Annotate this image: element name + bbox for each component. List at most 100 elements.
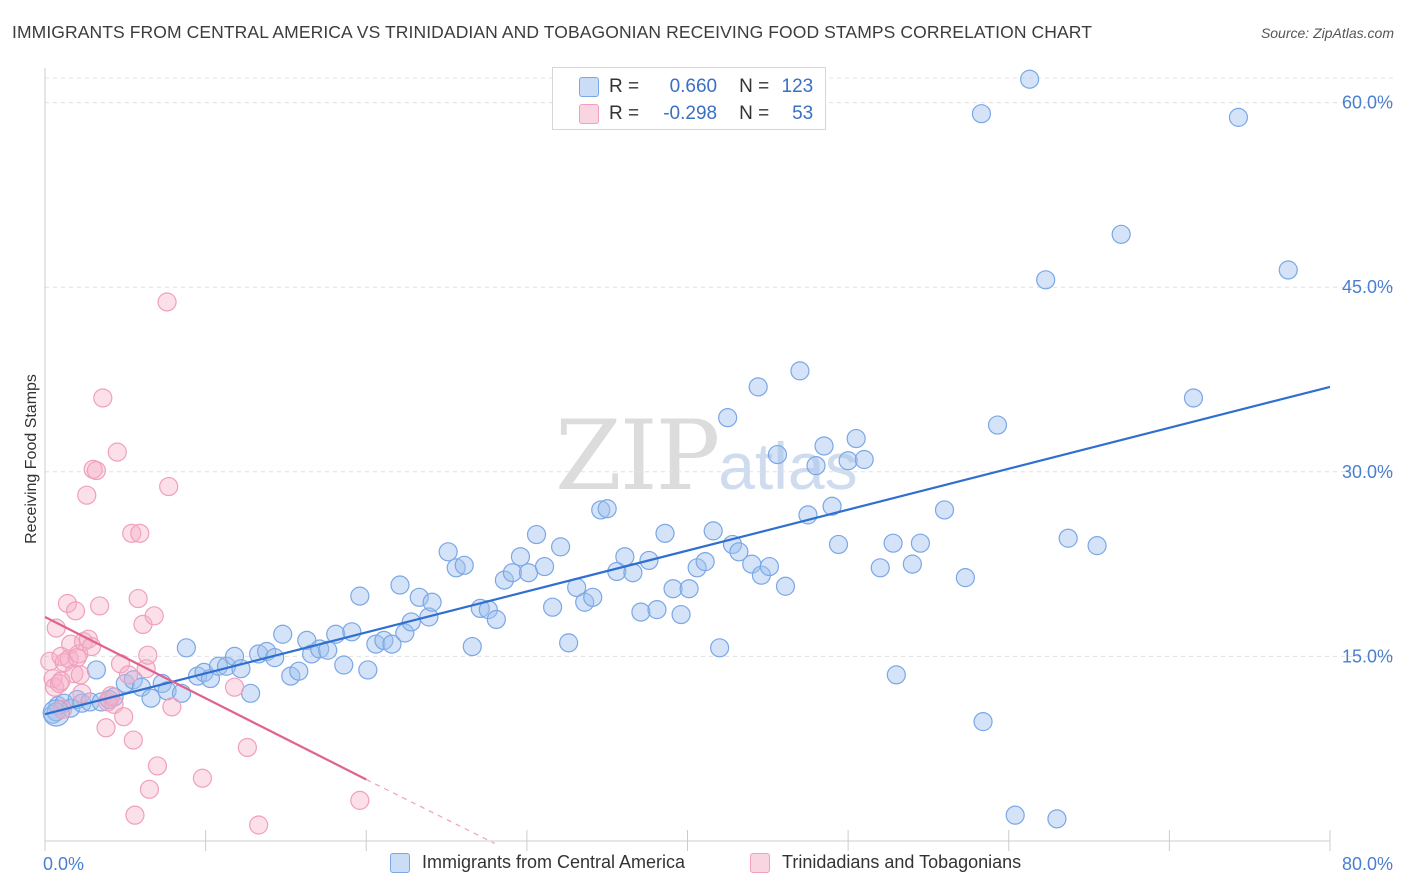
point-central-america — [767, 444, 788, 465]
chart-title: IMMIGRANTS FROM CENTRAL AMERICA VS TRINI… — [12, 22, 1093, 42]
correlation-legend: R = 0.660 N = 123 R = -0.298 N = 53 — [552, 67, 826, 130]
legend-swatch-blue — [579, 77, 599, 97]
watermark-zip: ZIP — [555, 400, 720, 512]
y-axis-label: Receiving Food Stamps — [23, 374, 40, 544]
point-central-america — [1087, 536, 1107, 556]
point-trinidadian — [51, 671, 71, 691]
y-tick-label: 45.0% — [1342, 277, 1393, 297]
point-central-america — [647, 600, 667, 620]
legend-n-label: N = — [739, 103, 770, 124]
trend-lines — [44, 385, 1331, 844]
y-tick-label: 15.0% — [1342, 646, 1393, 666]
point-central-america — [973, 712, 993, 732]
point-central-america — [655, 523, 675, 543]
point-central-america — [934, 500, 955, 520]
point-central-america — [883, 533, 903, 553]
point-central-america — [510, 547, 531, 567]
point-central-america — [141, 688, 161, 708]
point-central-america — [718, 408, 738, 428]
point-central-america — [838, 451, 858, 471]
point-central-america — [583, 587, 603, 607]
point-trinidadian — [138, 645, 158, 665]
point-central-america — [559, 633, 579, 653]
point-central-america — [273, 624, 293, 644]
point-trinidadian — [224, 677, 245, 697]
point-trinidadian — [107, 442, 127, 462]
legend-n-label: N = — [739, 76, 770, 97]
point-trinidadian — [144, 606, 164, 626]
series-trinidadian — [40, 292, 370, 835]
point-central-america — [775, 576, 796, 596]
point-trinidadian — [128, 588, 148, 609]
point-central-america — [241, 683, 261, 703]
point-central-america — [551, 537, 571, 557]
legend-swatch-pink — [750, 852, 770, 873]
legend-swatch-blue — [390, 852, 410, 873]
legend-r-label: R = — [609, 103, 640, 124]
point-central-america — [542, 597, 563, 617]
point-trinidadian — [118, 665, 139, 685]
point-central-america — [591, 500, 611, 520]
point-central-america — [828, 534, 849, 555]
point-central-america — [502, 563, 523, 583]
point-trinidadian — [123, 730, 143, 750]
watermark: ZIPatlas — [555, 400, 858, 512]
point-central-america — [846, 428, 866, 449]
legend-r-label: R = — [609, 76, 640, 97]
legend-r-value: -0.298 — [663, 103, 718, 124]
legend-row-central-america: R = 0.660 N = 123 — [579, 75, 813, 99]
legend-label: Immigrants from Central America — [422, 852, 686, 872]
point-central-america — [409, 587, 429, 607]
point-central-america — [748, 377, 768, 397]
point-central-america — [486, 609, 506, 630]
legend-n-value: 123 — [781, 76, 814, 97]
trendline-central-america — [44, 385, 1331, 716]
point-central-america — [1278, 260, 1298, 280]
point-central-america — [395, 623, 415, 643]
point-central-america — [806, 456, 826, 476]
axis-labels: 15.0% 30.0% 45.0% 60.0% 0.0% 80.0% Receiving F… — [23, 93, 1393, 874]
point-central-america — [790, 361, 810, 381]
trendline-trinidadian — [44, 616, 367, 781]
point-trinidadian — [237, 737, 257, 758]
point-central-america — [1058, 528, 1078, 548]
point-central-america — [971, 104, 992, 124]
point-central-america — [176, 638, 196, 658]
x-tick-label: 0.0% — [43, 854, 84, 874]
point-central-america — [854, 449, 874, 470]
point-trinidadian — [122, 523, 142, 543]
y-tick-label: 30.0% — [1342, 462, 1393, 482]
point-trinidadian — [96, 718, 116, 738]
point-central-america — [1228, 107, 1249, 127]
point-central-america — [679, 579, 699, 599]
legend-r-value: 0.660 — [669, 76, 718, 97]
legend-item-central-america[interactable]: Immigrants from Central America — [390, 852, 685, 873]
watermark-atlas: atlas — [718, 429, 858, 503]
point-central-america — [526, 524, 547, 545]
point-trinidadian — [249, 815, 269, 835]
point-central-america — [1020, 69, 1040, 89]
point-central-america — [1183, 388, 1204, 408]
gridlines — [45, 77, 1395, 657]
source-label: Source: ZipAtlas.com — [1260, 25, 1394, 41]
point-trinidadian — [93, 388, 113, 408]
point-trinidadian — [90, 596, 110, 616]
point-central-america — [350, 586, 370, 606]
point-central-america — [902, 554, 922, 574]
point-trinidadian — [130, 523, 150, 543]
point-central-america — [710, 638, 730, 658]
point-central-america — [886, 665, 906, 685]
point-trinidadian — [70, 665, 90, 685]
legend-item-trinidadian[interactable]: Trinidadians and Tobagonians — [750, 852, 1021, 873]
point-central-america — [289, 661, 309, 681]
point-central-america — [422, 592, 442, 612]
point-central-america — [1005, 805, 1025, 825]
point-central-america — [870, 558, 890, 578]
point-central-america — [446, 558, 466, 578]
point-trinidadian — [114, 707, 134, 727]
point-trinidadian — [192, 768, 213, 788]
point-central-america — [334, 655, 354, 675]
point-central-america — [1047, 809, 1067, 829]
x-tick-label: 80.0% — [1342, 854, 1393, 874]
